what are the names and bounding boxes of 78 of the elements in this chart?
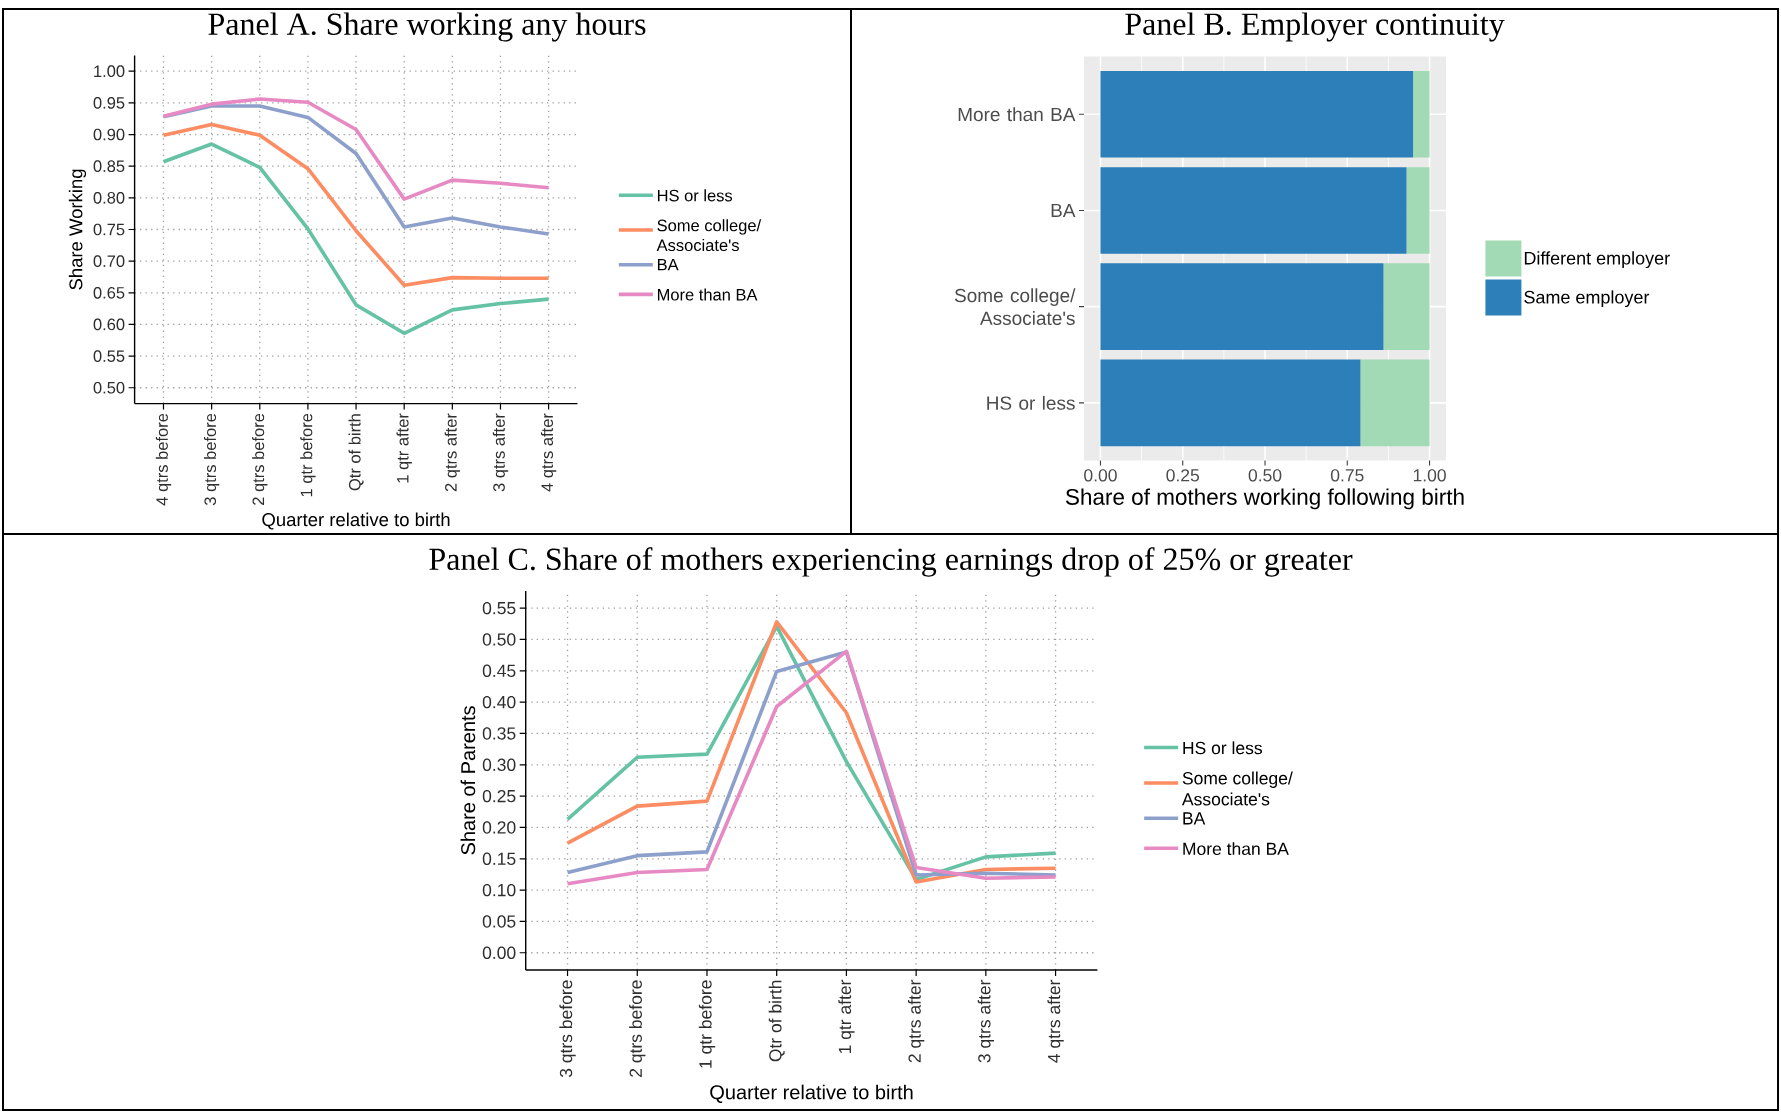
bar (1100, 359, 1361, 447)
x-axis-title: Quarter relative to birth (710, 1084, 913, 1103)
x-tick-label: 4 qtrs after (540, 413, 557, 492)
x-tick-label: 1 qtr after (838, 979, 855, 1054)
x-tick-label: 2 qtrs after (907, 979, 925, 1063)
legend-label: HS or less (1183, 741, 1262, 755)
y-tick-label: Some college/ Associate's (954, 288, 1076, 326)
bar (1100, 167, 1407, 254)
y-tick-label: 0.60 (93, 318, 125, 331)
x-axis-title: Quarter relative to birth (262, 512, 450, 530)
bar (1406, 167, 1430, 254)
legend-label: Different employer (1524, 251, 1670, 269)
x-tick-label: 0.50 (1248, 469, 1282, 482)
x-tick-label: Qtr of birth (348, 414, 364, 491)
x-tick-label: 3 qtrs before (559, 980, 576, 1078)
y-tick-label: More than BA (958, 107, 1076, 122)
line-series (161, 122, 551, 288)
x-tick-label: 1 qtr after (396, 413, 412, 483)
y-tick-label: 0.20 (482, 821, 516, 834)
x-tick-label: 1.00 (1413, 469, 1446, 482)
x-tick-label: 2 qtrs before (629, 980, 646, 1077)
x-tick-label: 3 qtrs after (977, 979, 995, 1063)
y-tick-label: 0.40 (482, 695, 516, 709)
x-tick-label: 0.00 (1084, 469, 1117, 482)
chart-title: Panel C. Share of mothers experiencing earnings drop of 25% or greater (429, 547, 1353, 577)
bar (1100, 263, 1384, 350)
legend-label: HS or less (657, 189, 733, 202)
legend-label: BA (657, 258, 679, 271)
y-tick-label: 0.50 (482, 633, 516, 646)
y-tick-label: 0.35 (482, 727, 516, 740)
y-axis-title: Share Working (68, 169, 87, 290)
y-tick-label: 0.45 (482, 664, 516, 677)
y-tick-label: 0.90 (93, 128, 125, 141)
x-tick-label: Qtr of birth (768, 980, 785, 1062)
bar (1413, 70, 1430, 158)
y-tick-label: 0.00 (482, 946, 516, 959)
y-tick-label: HS or less (987, 395, 1075, 410)
legend-label: BA (1183, 812, 1206, 825)
line-series (161, 142, 551, 336)
y-tick-label: 0.05 (482, 915, 516, 928)
x-axis-title: Share of mothers working following birth (1065, 488, 1464, 510)
y-tick-label: 0.55 (93, 350, 125, 362)
y-tick-label: 0.95 (93, 97, 125, 109)
y-tick-label: 0.85 (93, 160, 125, 173)
y-axis-title: Share of Parents (460, 706, 476, 855)
y-tick-label: 0.50 (93, 381, 125, 394)
y-tick-label: 1.00 (94, 65, 125, 78)
y-tick-label: 0.30 (482, 758, 516, 771)
x-tick-label: 4 qtrs before (155, 413, 172, 506)
y-tick-label: 0.15 (482, 852, 516, 865)
y-tick-label: 0.10 (482, 883, 516, 897)
y-tick-label: 0.75 (93, 223, 125, 236)
legend-label: Some college/ Associate's (1181, 771, 1293, 806)
x-tick-label: 2 qtrs before (252, 413, 268, 505)
legend-label: Some college/ Associate's (656, 219, 762, 252)
x-tick-label: 4 qtrs after (1047, 979, 1064, 1063)
y-tick-label: BA (1051, 203, 1076, 217)
chart-title: Panel B. Employer continuity (1125, 12, 1505, 42)
bar (1100, 70, 1414, 158)
chart-title: Panel A. Share working any hours (208, 12, 646, 42)
y-tick-label: 0.70 (93, 255, 125, 267)
bar (1383, 263, 1430, 350)
x-tick-label: 2 qtrs after (444, 413, 460, 492)
y-tick-label: 0.55 (482, 601, 516, 615)
y-tick-label: 0.65 (93, 286, 125, 299)
line-series (161, 97, 551, 201)
y-tick-label: 0.80 (93, 191, 125, 204)
y-tick-label: 0.25 (482, 789, 516, 803)
legend-label: Same employer (1524, 290, 1650, 308)
bar (1360, 359, 1430, 447)
x-tick-label: 1 qtr before (300, 413, 316, 497)
x-tick-label: 0.25 (1166, 469, 1200, 482)
x-tick-label: 3 qtrs after (492, 413, 509, 492)
x-tick-label: 0.75 (1330, 469, 1364, 482)
x-tick-label: 3 qtrs before (203, 413, 220, 506)
x-tick-label: 1 qtr before (698, 980, 716, 1068)
legend-label: More than BA (1183, 842, 1289, 856)
legend-label: More than BA (657, 288, 758, 301)
